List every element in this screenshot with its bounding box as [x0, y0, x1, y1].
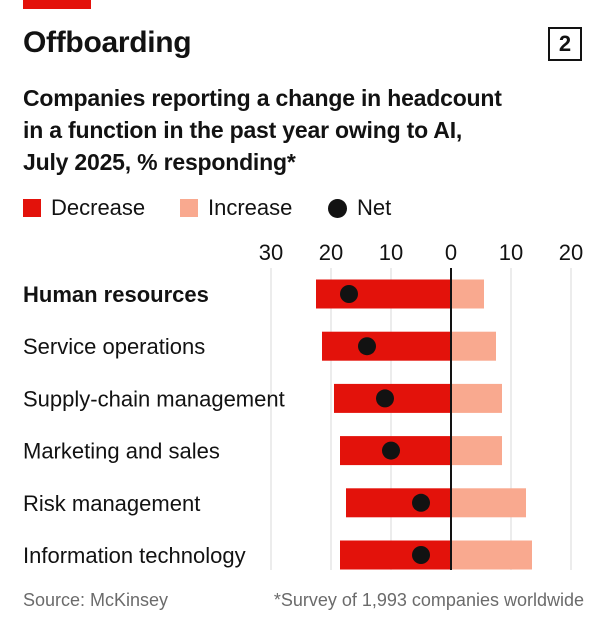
subtitle-line: July 2025, % responding*: [23, 149, 296, 175]
legend-label-net: Net: [357, 195, 392, 220]
accent-bar: [23, 0, 91, 9]
decrease-bar: [322, 331, 451, 361]
x-tick-label: 10: [499, 240, 523, 265]
net-dot: [340, 285, 358, 303]
source-note: Source: McKinsey: [23, 590, 169, 610]
decrease-bar: [346, 488, 451, 518]
net-dot: [358, 337, 376, 356]
chart-subtitle: Companies reporting a change in headcoun…: [23, 82, 543, 178]
category-label: Supply-chain management: [23, 386, 285, 411]
net-dot: [376, 389, 394, 408]
decrease-swatch: [23, 199, 41, 217]
x-tick-label: 20: [559, 240, 583, 265]
subtitle-line: in a function in the past year owing to …: [23, 117, 463, 143]
increase-bar: [451, 436, 502, 466]
category-label: Marketing and sales: [23, 439, 220, 464]
x-tick-label: 0: [445, 240, 457, 265]
category-label: Service operations: [23, 334, 205, 359]
legend-item-decrease: Decrease: [23, 194, 145, 222]
net-dot: [412, 493, 430, 512]
bar-chart: 30 20 10 0 10 20 Human resources Service operat…: [23, 240, 583, 570]
increase-bar: [451, 540, 532, 570]
increase-bar: [451, 331, 496, 361]
legend-item-net: Net: [328, 194, 391, 222]
legend-label-increase: Increase: [208, 195, 293, 220]
decrease-bar: [340, 540, 451, 570]
legend-label-decrease: Decrease: [51, 195, 146, 220]
decrease-bar: [316, 279, 451, 309]
net-dot-icon: [328, 198, 347, 218]
x-tick-label: 30: [259, 240, 283, 265]
category-label: Information technology: [23, 543, 246, 568]
subtitle-line: Companies reporting a change in headcoun…: [23, 85, 502, 111]
survey-footnote: *Survey of 1,993 companies worldwide: [273, 590, 584, 610]
category-label: Risk management: [23, 491, 200, 516]
increase-swatch: [180, 199, 198, 217]
chart-number-badge: 2: [548, 27, 582, 61]
increase-bar: [451, 488, 526, 518]
x-tick-label: 10: [379, 240, 403, 265]
x-tick-label: 20: [319, 240, 343, 265]
category-label: Human resources: [23, 282, 209, 307]
net-dot: [412, 546, 430, 564]
chart-title: Offboarding: [23, 26, 192, 59]
net-dot: [382, 441, 400, 460]
increase-bar: [451, 279, 484, 309]
legend-item-increase: Increase: [180, 194, 292, 222]
increase-bar: [451, 383, 502, 413]
